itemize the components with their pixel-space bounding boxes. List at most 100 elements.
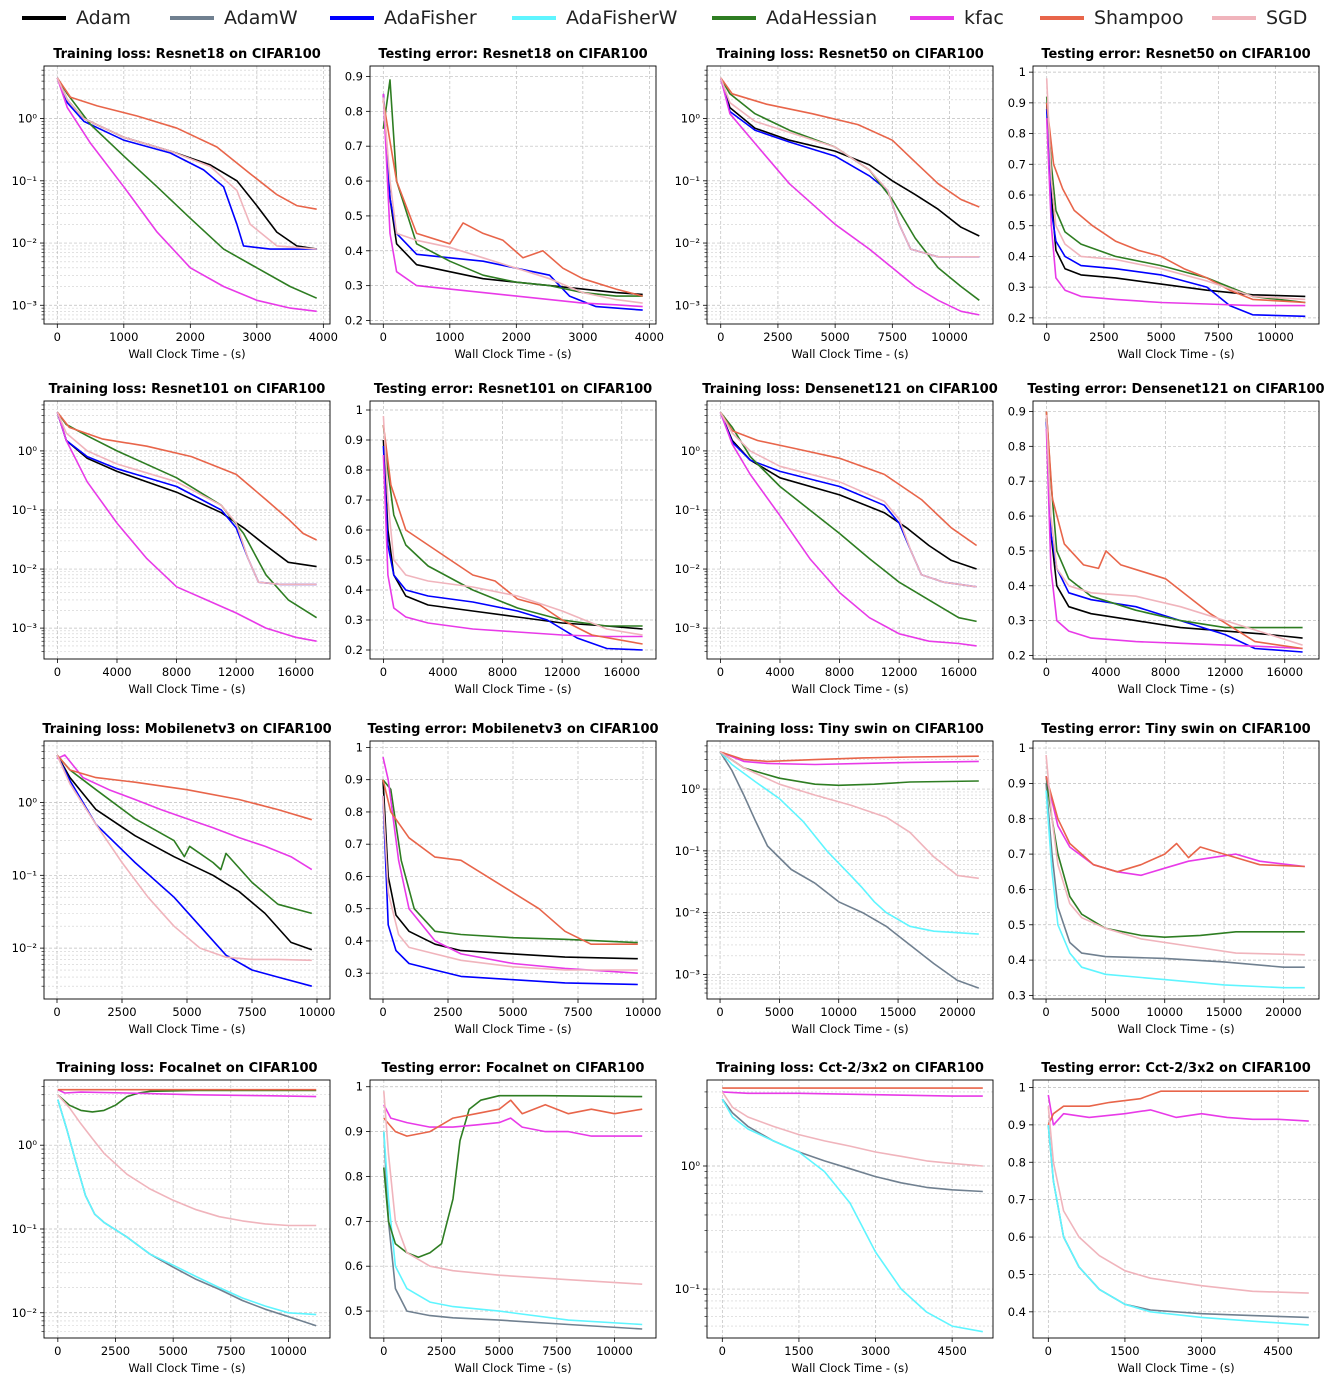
series-line-kfac: [382, 756, 638, 974]
y-tick-label: 1: [1019, 65, 1026, 79]
series-line-adahessian: [720, 77, 980, 301]
series-line-adam: [56, 412, 317, 568]
y-tick-label: 0.4: [1008, 953, 1026, 967]
plot-frame: [1032, 740, 1320, 1000]
chart-title: Training loss: Resnet101 on CIFAR100: [49, 382, 326, 397]
legend-label: AdamW: [224, 7, 298, 29]
series-line-shampoo: [382, 779, 638, 945]
x-tick-label: 0: [54, 1344, 61, 1358]
series-line-adamw: [1047, 1124, 1309, 1319]
x-tick-label: 5000: [172, 1005, 201, 1019]
legend-swatch: [910, 16, 954, 20]
series-line-adahessian: [56, 754, 313, 915]
x-tick-label: 3000: [1187, 1344, 1216, 1358]
y-tick-label: 0.2: [1008, 311, 1026, 325]
x-tick-label: 10000: [931, 330, 968, 344]
series-line-kfac: [1045, 428, 1303, 650]
y-tick-label: 0.6: [345, 869, 363, 883]
x-tick-label: 0: [1042, 1005, 1049, 1019]
y-tick-label: 0.4: [345, 583, 363, 597]
x-tick-label: 2500: [427, 1344, 456, 1358]
y-tick-label: 10⁻²: [675, 906, 700, 920]
x-axis-label: Wall Clock Time - (s): [1117, 347, 1234, 361]
x-tick-label: 4500: [1264, 1344, 1293, 1358]
x-tick-label: 1500: [784, 1344, 813, 1358]
y-tick-label: 0.9: [345, 433, 363, 447]
x-tick-label: 10000: [270, 1344, 307, 1358]
series-line-adamw: [721, 1098, 983, 1193]
series-line-sgd: [721, 1091, 983, 1167]
series-line-sgd: [719, 77, 980, 258]
series-line-adafisherw: [1045, 790, 1305, 989]
series-line-sgd: [1045, 755, 1305, 956]
x-tick-label: 12000: [218, 665, 255, 679]
y-tick-label: 0.4: [1008, 579, 1026, 593]
y-tick-label: 10⁻³: [675, 298, 701, 312]
x-tick-label: 2500: [107, 1005, 136, 1019]
y-tick-label: 0.6: [1008, 1230, 1026, 1244]
series-line-sgd: [719, 411, 977, 588]
y-tick-label: 0.3: [345, 279, 363, 293]
y-tick-label: 10⁻³: [12, 621, 38, 635]
chart-title: Training loss: Densenet121 on CIFAR100: [702, 382, 998, 397]
legend-swatch: [170, 16, 214, 20]
series-line-kfac: [383, 1104, 643, 1137]
series-line-adafisher: [56, 412, 317, 586]
series-line-kfac: [382, 93, 643, 308]
series-line-adam: [382, 779, 638, 960]
series-line-sgd: [57, 1094, 317, 1227]
chart-2: Testing error: Resnet18 on CIFAR100 0 1000…: [345, 47, 664, 361]
series-line-adamw: [1045, 783, 1305, 968]
series-line-adam: [719, 77, 980, 237]
plot-frame: [369, 65, 657, 325]
chart-4: Testing error: Resnet50 on CIFAR100 0 2500…: [1008, 47, 1320, 361]
chart-8: Testing error: Densenet121 on CIFAR100 0 4…: [1008, 382, 1325, 696]
x-tick-label: 5000: [1146, 330, 1175, 344]
legend: Adam AdamW AdaFisher AdaFisherW AdaHessian kf…: [0, 0, 1328, 36]
legend-item: Shampoo: [1040, 4, 1184, 32]
legend-item: Adam: [22, 4, 131, 32]
y-tick-label: 0.8: [1008, 439, 1026, 453]
plot-frame: [43, 740, 331, 1000]
chart-12: Testing error: Tiny swin on CIFAR100 0 500…: [1008, 722, 1320, 1036]
y-tick-label: 0.5: [1008, 219, 1026, 233]
y-tick-label: 1: [1019, 1080, 1026, 1094]
x-axis-label: Wall Clock Time - (s): [791, 1361, 908, 1375]
x-axis-label: Wall Clock Time - (s): [791, 682, 908, 696]
series-line-sgd: [56, 411, 317, 586]
x-tick-label: 2500: [1089, 330, 1118, 344]
x-tick-label: 10000: [299, 1005, 336, 1019]
legend-swatch: [1040, 16, 1084, 20]
series-line-shampoo: [1045, 102, 1306, 304]
x-axis-label: Wall Clock Time - (s): [791, 1022, 908, 1036]
series-line-adafisherw: [719, 751, 979, 935]
x-tick-label: 2000: [502, 330, 531, 344]
chart-title: Training loss: Resnet50 on CIFAR100: [716, 47, 984, 62]
legend-item: AdaFisherW: [512, 4, 677, 32]
y-tick-label: 0.5: [1008, 1267, 1026, 1281]
chart-title: Training loss: Focalnet on CIFAR100: [56, 1061, 317, 1076]
series-line-kfac: [56, 754, 313, 871]
x-tick-label: 4500: [938, 1344, 967, 1358]
series-line-adafisherw: [721, 1098, 983, 1333]
x-tick-label: 4000: [1091, 665, 1120, 679]
legend-item: SGD: [1212, 4, 1307, 32]
legend-label: AdaHessian: [766, 7, 878, 29]
y-tick-label: 10⁻²: [675, 562, 700, 576]
y-tick-label: 10⁻¹: [675, 844, 700, 858]
legend-label: SGD: [1266, 7, 1308, 29]
x-tick-label: 0: [717, 665, 724, 679]
x-tick-label: 0: [1043, 665, 1050, 679]
y-tick-label: 0.7: [345, 139, 363, 153]
legend-swatch: [712, 16, 756, 20]
x-tick-label: 10000: [1257, 330, 1294, 344]
series-line-shampoo: [382, 100, 643, 297]
x-tick-label: 12000: [544, 665, 581, 679]
series-line-adamw: [719, 751, 980, 989]
y-tick-label: 10⁻³: [675, 621, 701, 635]
x-tick-label: 10000: [1146, 1005, 1183, 1019]
chart-title: Testing error: Focalnet on CIFAR100: [382, 1061, 645, 1076]
x-tick-label: 0: [380, 1344, 387, 1358]
series-line-kfac: [1047, 1094, 1309, 1126]
y-tick-label: 0.9: [345, 69, 363, 83]
